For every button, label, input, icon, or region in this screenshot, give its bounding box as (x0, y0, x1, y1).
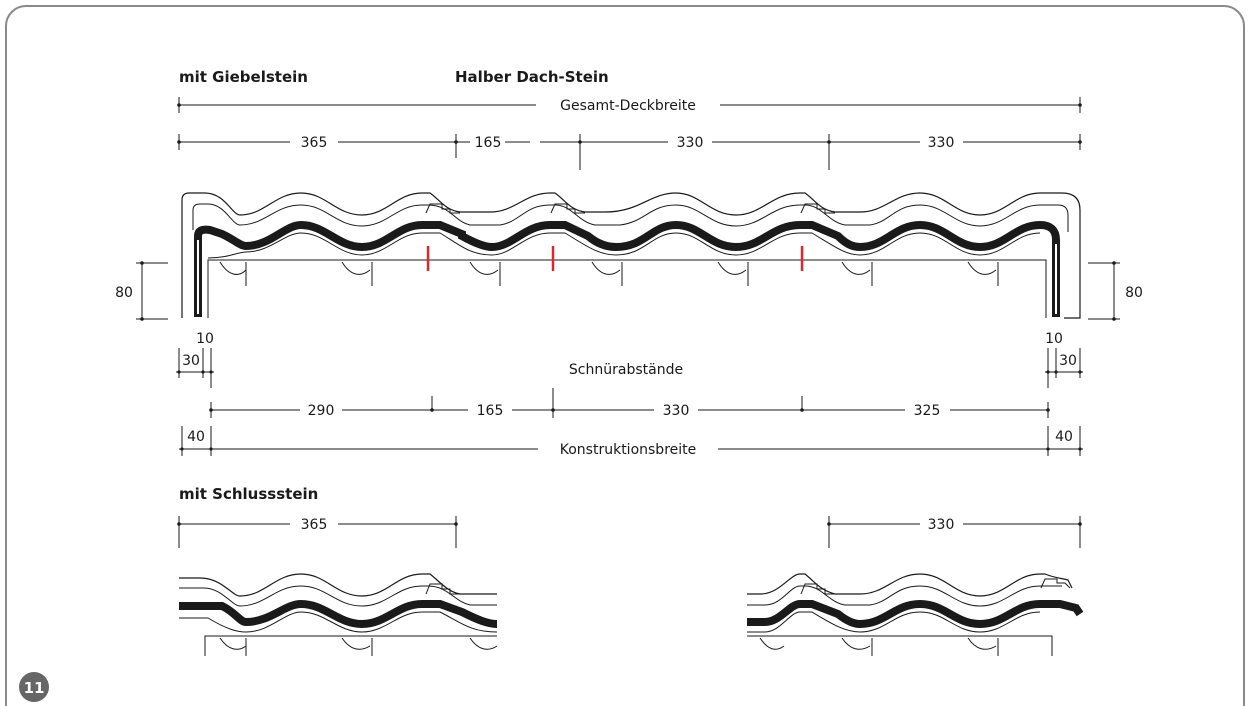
figure-number-text: 11 (24, 679, 45, 697)
bottom-right-dimension (827, 516, 1082, 548)
offset-left-label: 30 (182, 353, 200, 369)
height-left-label: 80 (115, 285, 133, 301)
roof-profile-bottom-right (747, 573, 1084, 656)
offset-dimension-right (1045, 348, 1083, 388)
string-2-label: 165 (477, 403, 504, 419)
segment-2-label: 165 (475, 135, 502, 151)
segment-dimension-line (177, 134, 1082, 170)
gap-left-label: 10 (196, 331, 214, 347)
height-right-label: 80 (1125, 285, 1143, 301)
label-half-tile: Halber Dach-Stein (455, 68, 609, 86)
offset-dimension-left (176, 348, 214, 388)
edge-left-label: 40 (187, 429, 205, 445)
segment-1-label: 365 (301, 135, 328, 151)
bottom-left-dimension (177, 516, 458, 548)
string-spacing-dimension (209, 388, 1050, 418)
segment-4-label: 330 (928, 135, 955, 151)
figure-number-badge: 11 (19, 672, 49, 702)
offset-right-label: 30 (1059, 353, 1077, 369)
roof-profile-top (181, 192, 1081, 319)
segment-3-label: 330 (677, 135, 704, 151)
label-closing-tile: mit Schlussstein (179, 485, 318, 503)
bottom-right-segment-label: 330 (928, 517, 955, 533)
gap-right-label: 10 (1045, 331, 1063, 347)
overall-width-dimension (177, 97, 1082, 113)
overall-width-label: Gesamt-Deckbreite (560, 98, 696, 114)
label-gable-tile: mit Giebelstein (179, 68, 308, 86)
height-dimension-left (136, 261, 168, 321)
roof-profile-bottom-left (179, 573, 498, 656)
construction-width-dimension (179, 426, 1083, 456)
string-1-label: 290 (308, 403, 335, 419)
bottom-left-segment-label: 365 (301, 517, 328, 533)
string-4-label: 325 (914, 403, 941, 419)
string-3-label: 330 (663, 403, 690, 419)
string-spacing-label: Schnürabstände (569, 362, 683, 378)
construction-width-label: Konstruktionsbreite (560, 442, 697, 458)
edge-right-label: 40 (1055, 429, 1073, 445)
height-dimension-right (1088, 261, 1120, 321)
frame-border (5, 5, 1245, 706)
